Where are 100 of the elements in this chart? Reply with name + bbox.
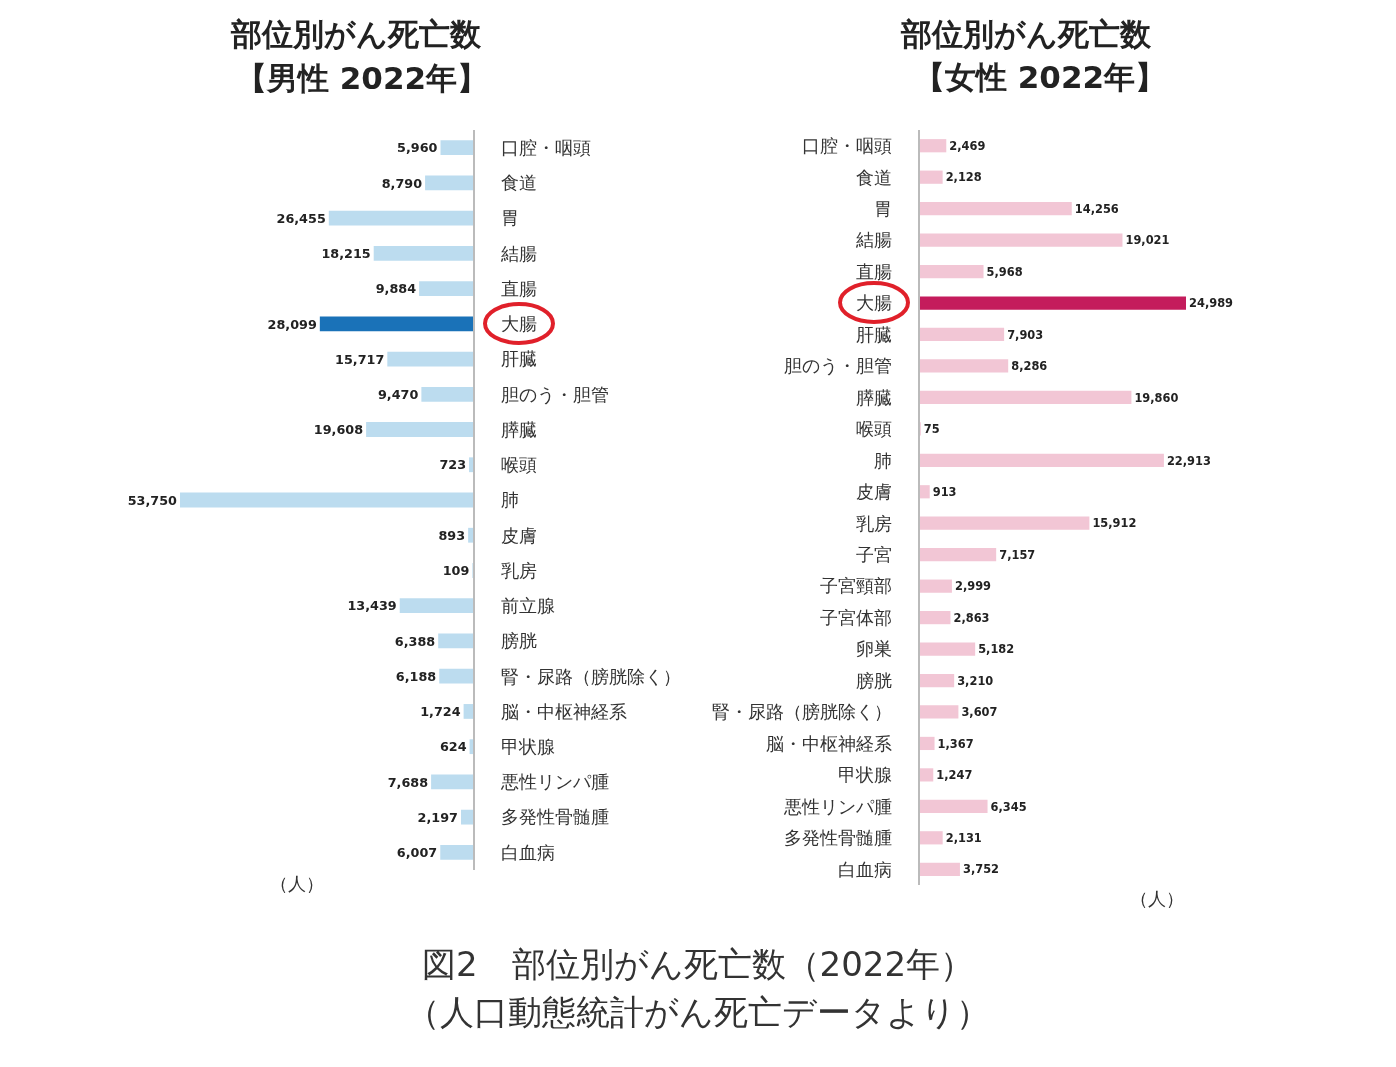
bar — [920, 705, 959, 719]
bar — [439, 668, 473, 684]
data-label: 2,863 — [953, 610, 990, 625]
y-tick-label: 食道 — [500, 172, 537, 194]
data-label: 53,750 — [127, 492, 178, 508]
data-label: 6,345 — [990, 799, 1027, 814]
bar — [920, 139, 947, 153]
chart-title: 部位別がん死亡数 — [229, 15, 482, 52]
data-label: 18,215 — [321, 246, 371, 262]
bar — [431, 774, 473, 790]
y-tick-label: 膀胱 — [500, 630, 537, 652]
data-label: 2,131 — [945, 831, 982, 846]
bar — [920, 579, 952, 593]
bar — [920, 453, 1164, 467]
chart-subtitle: 【男性 2022年】 — [236, 60, 489, 96]
data-label: 3,607 — [961, 705, 998, 720]
bar — [920, 327, 1005, 342]
y-tick-label: 膵臓 — [856, 386, 893, 408]
data-label: 2,197 — [417, 809, 458, 825]
data-label: 3,210 — [957, 673, 994, 688]
data-label: 1,367 — [937, 736, 974, 751]
data-label: 2,128 — [945, 170, 982, 185]
data-label: 913 — [932, 484, 957, 499]
text: （人口動態統計がん死亡データより） — [405, 991, 991, 1034]
bar — [319, 316, 473, 332]
data-label: 5,968 — [986, 264, 1023, 279]
data-label: 14,256 — [1074, 201, 1119, 216]
y-tick-label: 胆のう・胆管 — [784, 355, 893, 377]
data-label: 6,007 — [396, 845, 438, 861]
y-tick-label: 結腸 — [499, 242, 537, 264]
y-tick-label: 子宮 — [856, 543, 893, 565]
data-label: 2,469 — [949, 138, 986, 153]
chart-subtitle: 【女性 2022年】 — [914, 59, 1167, 95]
bar — [440, 844, 473, 860]
y-tick-label: 悪性リンパ腫 — [783, 795, 893, 817]
data-label: 13,439 — [347, 598, 397, 614]
data-label: 19,021 — [1125, 233, 1170, 248]
y-tick-label: 喉頭 — [856, 418, 893, 440]
bar — [440, 140, 473, 156]
chart-title: 部位別がん死亡数 — [900, 15, 1153, 52]
data-label: 7,688 — [387, 774, 429, 790]
y-tick-label: 喉頭 — [500, 454, 537, 476]
bar — [920, 768, 934, 782]
data-label: 624 — [439, 739, 467, 755]
bar — [920, 264, 984, 279]
y-tick-label: 胆のう・胆管 — [500, 383, 609, 405]
y-tick-label: 皮膚 — [856, 481, 893, 503]
y-tick-label: 肝臓 — [500, 348, 537, 370]
y-tick-label: 白血病 — [500, 841, 555, 863]
y-tick-label: 皮膚 — [500, 524, 537, 546]
data-label: 26,455 — [276, 210, 326, 226]
bar — [463, 704, 473, 719]
y-tick-label: 腎・尿路（膀胱除く） — [712, 701, 893, 723]
data-label: 5,960 — [397, 140, 438, 156]
y-tick-label: 悪性リンパ腫 — [499, 771, 609, 793]
bar — [920, 548, 997, 562]
data-label: 19,860 — [1134, 390, 1179, 405]
text: （人） — [1130, 888, 1184, 909]
data-label: 15,912 — [1092, 516, 1137, 531]
bar — [920, 673, 955, 688]
text: （人） — [270, 873, 324, 894]
bar — [920, 611, 951, 625]
caption: 図2 部位別がん死亡数（2022年） — [420, 943, 976, 986]
y-tick-label: 胃 — [500, 207, 519, 229]
bar — [387, 351, 473, 367]
data-label: 1,247 — [936, 768, 973, 783]
y-tick-label: 膵臓 — [500, 418, 537, 440]
bar — [328, 210, 473, 226]
bar — [920, 831, 943, 845]
data-label: 8,286 — [1011, 359, 1048, 374]
bar — [399, 598, 473, 614]
bar — [920, 202, 1072, 216]
y-tick-label: 肝臓 — [856, 323, 893, 345]
bar — [920, 799, 988, 813]
data-label: 19,608 — [313, 422, 364, 438]
bar — [366, 422, 473, 437]
bar — [920, 862, 960, 876]
data-label: 7,903 — [1007, 327, 1044, 342]
bar — [920, 736, 935, 751]
bar — [425, 175, 473, 191]
y-tick-label: 甲状腺 — [838, 764, 893, 786]
y-tick-label: 卵巣 — [856, 638, 893, 660]
data-label: 8,790 — [381, 175, 423, 191]
y-tick-label: 膀胱 — [856, 669, 893, 691]
bar — [920, 390, 1132, 404]
data-label: 22,913 — [1166, 453, 1211, 468]
y-tick-label: 結腸 — [855, 229, 893, 251]
data-label: 15,717 — [335, 351, 385, 367]
y-tick-label: 大腸 — [856, 292, 893, 314]
bar — [180, 492, 473, 508]
y-tick-label: 胃 — [874, 197, 893, 219]
y-tick-label: 子宮頸部 — [820, 575, 893, 597]
bar — [419, 281, 473, 296]
y-tick-label: 大腸 — [500, 313, 537, 335]
y-tick-label: 肺 — [874, 449, 893, 471]
data-label: 1,724 — [420, 704, 461, 720]
bar — [438, 633, 473, 649]
y-tick-label: 白血病 — [838, 858, 893, 880]
y-tick-label: 口腔・咽頭 — [500, 136, 591, 158]
bar — [373, 245, 473, 261]
